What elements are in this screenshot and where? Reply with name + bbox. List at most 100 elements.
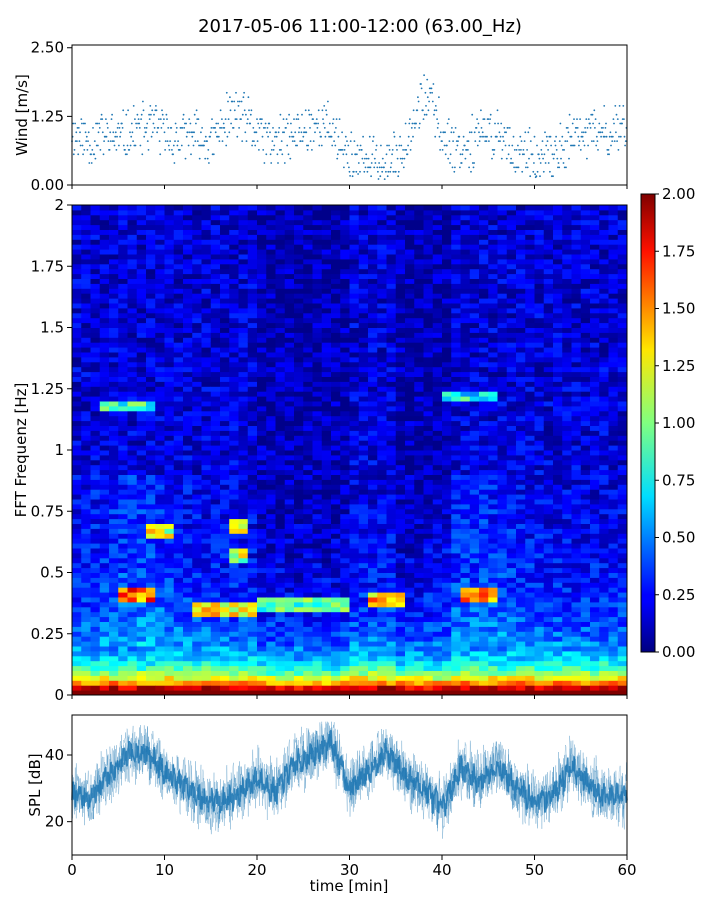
- spectrogram-cell: [127, 523, 138, 529]
- wind-point: [362, 135, 364, 138]
- spectrogram-cell: [238, 616, 249, 622]
- spectrogram-cell: [229, 205, 239, 211]
- spectrogram-cell: [275, 675, 286, 681]
- spectrogram-cell: [321, 597, 332, 603]
- spectrogram-cell: [146, 450, 156, 456]
- spectrogram-cell: [284, 543, 295, 549]
- spectrogram-cell: [349, 420, 360, 426]
- spectrogram-cell: [395, 562, 406, 569]
- spectrogram-cell: [173, 454, 184, 461]
- spectrogram-cell: [155, 469, 165, 475]
- spectrogram-cell: [340, 474, 350, 480]
- spectrogram-cell: [432, 239, 443, 245]
- spectrogram-cell: [229, 214, 239, 221]
- spectrogram-cell: [183, 239, 193, 245]
- wind-point: [393, 135, 396, 138]
- spectrogram-cell: [127, 376, 138, 382]
- spectrogram-cell: [109, 298, 119, 304]
- spectrogram-cell: [395, 219, 406, 226]
- spectrogram-cell: [146, 209, 156, 216]
- spectrogram-cell: [109, 254, 119, 260]
- spectrogram-cell: [220, 342, 230, 348]
- spectrogram-cell: [109, 660, 119, 667]
- spectrogram-cell: [414, 435, 424, 441]
- spectrogram-cell: [386, 381, 397, 387]
- spectrogram-cell: [405, 352, 415, 358]
- wind-point: [392, 170, 395, 173]
- spectrogram-cell: [257, 401, 267, 407]
- spectrogram-cell: [275, 655, 286, 662]
- spectrogram-cell: [266, 219, 276, 226]
- spectrogram-cell: [414, 219, 424, 226]
- spectrogram-cell: [395, 660, 406, 667]
- spectrogram-cell: [386, 582, 397, 588]
- spectrogram-cell: [257, 283, 267, 289]
- spectrogram-cell: [210, 322, 221, 328]
- wind-point: [404, 122, 407, 125]
- spectrogram-cell: [146, 249, 156, 255]
- spectrogram-cell: [146, 528, 156, 534]
- spectrogram-cell: [368, 582, 378, 588]
- wind-point: [412, 135, 414, 138]
- spectrogram-cell: [90, 376, 101, 382]
- spectrogram-cell: [146, 474, 156, 480]
- spectrogram-cell: [442, 459, 452, 466]
- spectrogram-cell: [173, 489, 184, 495]
- spectrogram-cell: [266, 552, 276, 559]
- spectrogram-cell: [266, 548, 276, 554]
- spectrogram-cell: [146, 499, 156, 505]
- spectrogram-cell: [201, 440, 212, 446]
- spectrogram-cell: [183, 327, 193, 333]
- wind-point: [547, 149, 549, 151]
- spectrogram-cell: [155, 239, 165, 245]
- wind-point: [335, 127, 337, 129]
- wind-point: [119, 135, 121, 138]
- spectrogram-cell: [173, 484, 184, 490]
- spectrogram-cell: [229, 567, 239, 573]
- spectrogram-cell: [266, 430, 276, 436]
- spectrogram-cell: [386, 513, 397, 520]
- wind-point: [441, 149, 444, 151]
- spectrogram-cell: [368, 337, 378, 343]
- spectrogram-cell: [192, 450, 202, 456]
- spectrogram-cell: [423, 205, 434, 211]
- spectrogram-cell: [303, 616, 313, 622]
- spectrogram-cell: [386, 459, 397, 466]
- spectrogram-cell: [247, 307, 258, 314]
- wind-point: [417, 96, 419, 99]
- spectrogram-cell: [432, 356, 443, 363]
- spectrogram-cell: [146, 425, 156, 431]
- spectrogram-cell: [368, 631, 378, 637]
- spectrogram-cell: [238, 410, 249, 417]
- spectrogram-cell: [72, 582, 82, 588]
- wind-point: [476, 118, 478, 120]
- wind-point: [222, 122, 225, 125]
- spectrogram-cell: [423, 224, 434, 230]
- spectrogram-cell: [109, 675, 119, 681]
- spectrogram-cell: [377, 660, 387, 667]
- spectrogram-cell: [155, 513, 165, 520]
- spectrogram-cell: [405, 239, 415, 245]
- wind-point: [370, 162, 373, 164]
- spectrogram-cell: [81, 582, 91, 588]
- spectrogram-cell: [321, 675, 332, 681]
- spectrogram-cell: [349, 430, 360, 436]
- spectrogram-cell: [331, 268, 341, 275]
- spectrogram-cell: [164, 283, 175, 289]
- spectrogram-cell: [358, 680, 369, 686]
- spectrogram-cell: [229, 347, 239, 353]
- wind-point: [254, 144, 257, 147]
- wind-point: [541, 153, 543, 156]
- wind-point: [98, 127, 101, 129]
- spectrogram-cell: [284, 592, 295, 598]
- spectrogram-cell: [331, 690, 341, 696]
- spectrogram-cell: [284, 616, 295, 622]
- spectrogram-cell: [229, 219, 239, 226]
- spectrogram-cell: [192, 440, 202, 446]
- spectrogram-cell: [109, 592, 119, 598]
- wind-point: [377, 170, 379, 173]
- spectrogram-cell: [164, 533, 175, 539]
- spectrogram-cell: [266, 606, 276, 613]
- wind-point: [92, 127, 94, 129]
- spectrogram-cell: [331, 293, 341, 299]
